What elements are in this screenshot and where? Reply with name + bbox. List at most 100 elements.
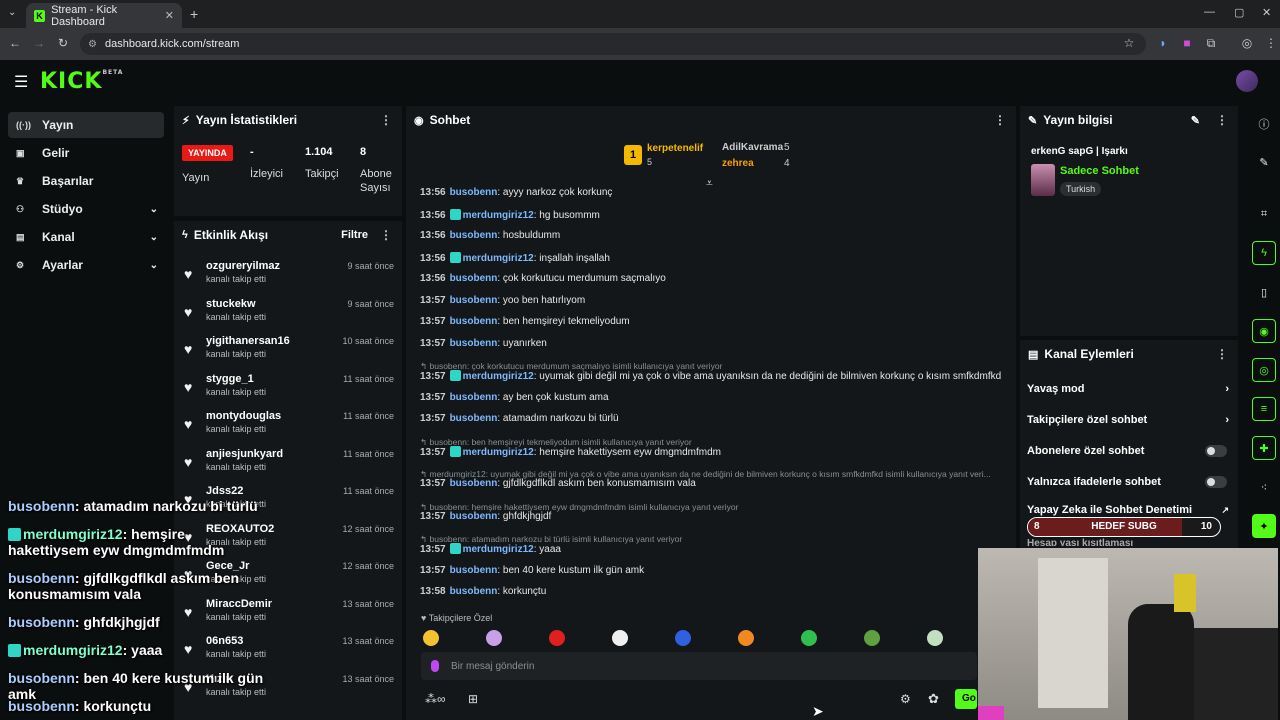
extensions-puzzle-icon[interactable]: ⧉ (1206, 36, 1216, 50)
message-user[interactable]: busobenn (449, 230, 498, 241)
browser-tab[interactable]: K Stream - Kick Dashboard ✕ (26, 3, 182, 28)
sidebar-item-1[interactable]: ▣ Gelir (8, 140, 164, 166)
chat-message[interactable]: 13:57 busobenn: ben 40 kere kustum ilk gü… (420, 565, 1010, 581)
chat-message[interactable]: 13:57 merdumgiriz12: yaaa (420, 543, 1010, 559)
message-user[interactable]: busobenn (449, 316, 498, 327)
category-name[interactable]: Sadece Sohbet (1060, 165, 1139, 177)
info-icon[interactable]: ⓘ (1258, 119, 1270, 131)
activity-user[interactable]: REOXAUTO2 (206, 522, 275, 535)
activity-user[interactable]: ozgureryilmaz (206, 260, 280, 272)
chat-menu-icon[interactable]: ⋮ (994, 113, 1006, 127)
chat-message[interactable]: 13:56 merdumgiriz12: hg busommm (420, 208, 1010, 225)
send-button[interactable]: Go (955, 689, 977, 709)
activity-item[interactable]: ♥ ozgureryilmaz kanalı takip etti 9 saat ön… (184, 258, 396, 294)
message-user[interactable]: busobenn (449, 586, 498, 597)
message-user[interactable]: busobenn (449, 564, 498, 576)
chat-message[interactable]: 13:56 busobenn: hosbuldumm (420, 230, 1010, 246)
activity-user[interactable]: stygge_1 (206, 372, 254, 385)
chat-message[interactable]: 13:57 busobenn: atamadım narkozu bi türlü (420, 413, 1010, 429)
activity-item[interactable]: ♥ Hızırı kanalı takip etti 13 saat önce (184, 671, 396, 707)
channel-action-1[interactable]: Takipçilere özel sohbet › (1027, 410, 1235, 430)
kick-logo[interactable]: KICKBETA (40, 69, 123, 94)
rail-broadcast-icon[interactable]: ◎ (1252, 358, 1276, 382)
activity-menu-icon[interactable]: ⋮ (380, 228, 392, 242)
chat-message[interactable]: 13:56 merdumgiriz12: inşallah inşallah (420, 251, 1010, 268)
channel-action-0[interactable]: Yavaş mod › (1027, 379, 1235, 399)
new-tab-icon[interactable]: + (190, 6, 199, 22)
rail-bolt-icon[interactable]: ϟ (1252, 241, 1276, 265)
expand-leaders-icon[interactable]: ⩡ (706, 176, 713, 190)
rail-edit-icon[interactable]: ✎ (1259, 156, 1269, 169)
site-info-icon[interactable]: ⚙ (88, 38, 97, 50)
chat-message[interactable]: 13:56 busobenn: ayyy narkoz çok korkunç (420, 187, 1010, 203)
chat-input[interactable]: Bir mesaj gönderin (421, 652, 977, 680)
chat-message[interactable]: 13:56 busobenn: çok korkutucu merdumum sa… (420, 273, 1010, 289)
toggle-switch[interactable] (1205, 476, 1227, 488)
rail-share-icon[interactable]: ⁖ (1260, 481, 1268, 494)
toggle-switch[interactable] (1205, 445, 1227, 457)
rail-stack-icon[interactable]: ≡ (1252, 397, 1276, 421)
channel-action-4[interactable]: Yapay Zeka ile Sohbet Denetimi ↗ (1027, 503, 1235, 517)
emote-icon[interactable] (738, 630, 754, 646)
activity-item[interactable]: ♥ Gece_Jr kanalı takip etti 12 saat önce (184, 558, 396, 594)
message-user[interactable]: busobenn (449, 391, 498, 403)
edit-pencil-icon[interactable]: ✎ (1190, 114, 1200, 127)
extension-1-icon[interactable]: ◗ (1159, 36, 1167, 50)
emoji-icon[interactable]: ✿ (928, 691, 939, 706)
message-user[interactable]: busobenn (449, 413, 498, 424)
channel-actions-menu-icon[interactable]: ⋮ (1216, 347, 1228, 361)
stats-menu-icon[interactable]: ⋮ (380, 113, 392, 127)
message-user[interactable]: merdumgiriz12 (462, 371, 534, 382)
address-bar[interactable]: ⚙ dashboard.kick.com/stream (80, 33, 1146, 55)
activity-user[interactable]: anjiesjunkyard (206, 447, 284, 460)
activity-item[interactable]: ♥ yigithanersan16 kanalı takip etti 10 saat… (184, 333, 396, 369)
emote-icon[interactable] (675, 630, 691, 646)
activity-item[interactable]: ♥ anjiesjunkyard kanalı takip etti 11 saat … (184, 446, 396, 482)
message-user[interactable]: merdumgiriz12 (462, 446, 534, 458)
emote-icon[interactable] (612, 630, 628, 646)
message-user[interactable]: merdumgiriz12 (462, 544, 534, 555)
chat-message[interactable]: 13:57 busobenn: uyanırken (420, 338, 1010, 354)
emote-icon[interactable] (486, 630, 502, 646)
message-user[interactable]: busobenn (449, 510, 498, 522)
maximize-icon[interactable]: ▢ (1234, 7, 1245, 19)
extension-2-icon[interactable]: ■ (1183, 36, 1191, 50)
activity-user[interactable]: stuckekw (206, 297, 256, 310)
message-user[interactable]: busobenn (449, 187, 498, 198)
emote-icon[interactable] (927, 630, 943, 646)
activity-item[interactable]: ♥ stygge_1 kanalı takip etti 11 saat önce (184, 371, 396, 407)
avatar[interactable] (1236, 70, 1258, 92)
rail-document-icon[interactable]: ▯ (1260, 286, 1268, 299)
activity-item[interactable]: ♥ REOXAUTO2 kanalı takip etti 12 saat önce (184, 521, 396, 557)
activity-user[interactable]: montydouglas (206, 410, 282, 422)
activity-user[interactable]: Gece_Jr (206, 560, 250, 572)
activity-item[interactable]: ♥ montydouglas kanalı takip etti 11 saat ön… (184, 408, 396, 444)
filter-button[interactable]: Filtre (341, 229, 368, 241)
sidebar-item-2[interactable]: ♛ Başarılar (8, 168, 164, 194)
activity-item[interactable]: ♥ 06n653 kanalı takip etti 13 saat önce (184, 633, 396, 669)
activity-user[interactable]: Jdss22 (206, 485, 244, 497)
activity-item[interactable]: ♥ stuckekw kanalı takip etti 9 saat önce (184, 296, 396, 332)
profile-icon[interactable]: ◎ (1241, 36, 1253, 50)
message-user[interactable]: merdumgiriz12 (462, 209, 534, 221)
reload-icon[interactable]: ↻ (57, 36, 69, 50)
message-user[interactable]: busobenn (449, 294, 498, 306)
mic-icon[interactable] (431, 660, 439, 672)
leader-3-name[interactable]: zehrea (722, 158, 754, 169)
hamburger-menu-icon[interactable]: ☰ (14, 74, 29, 91)
leader-2-name[interactable]: AdilKavrama (722, 142, 784, 153)
activity-user[interactable]: yigithanersan16 (206, 335, 290, 347)
tab-close-icon[interactable]: ✕ (164, 10, 174, 22)
channel-action-2[interactable]: Abonelere özel sohbet (1027, 441, 1235, 461)
sidebar-item-3[interactable]: ⚇ Stüdyo ⌄ (8, 196, 164, 222)
chat-message[interactable]: 13:57 busobenn: ay ben çok kustum ama (420, 392, 1010, 408)
activity-item[interactable]: ♥ Jdss22 kanalı takip etti 11 saat önce (184, 483, 396, 519)
message-user[interactable]: merdumgiriz12 (462, 252, 534, 264)
chat-message[interactable]: 13:57 busobenn: yoo ben hatırlıyom (420, 295, 1010, 311)
activity-item[interactable]: ♥ MiraccDemir kanalı takip etti 13 saat önc… (184, 596, 396, 632)
channel-action-3[interactable]: Yalnızca ifadelerle sohbet (1027, 472, 1235, 492)
chat-message[interactable]: 13:57 busobenn: ghfdkjhgjdf (420, 511, 1010, 527)
emote-icon[interactable] (423, 630, 439, 646)
tab-search-icon[interactable]: ⌄ (8, 7, 17, 18)
chat-message[interactable]: 13:57 merdumgiriz12: hemşire hakettiysem … (420, 445, 1010, 462)
